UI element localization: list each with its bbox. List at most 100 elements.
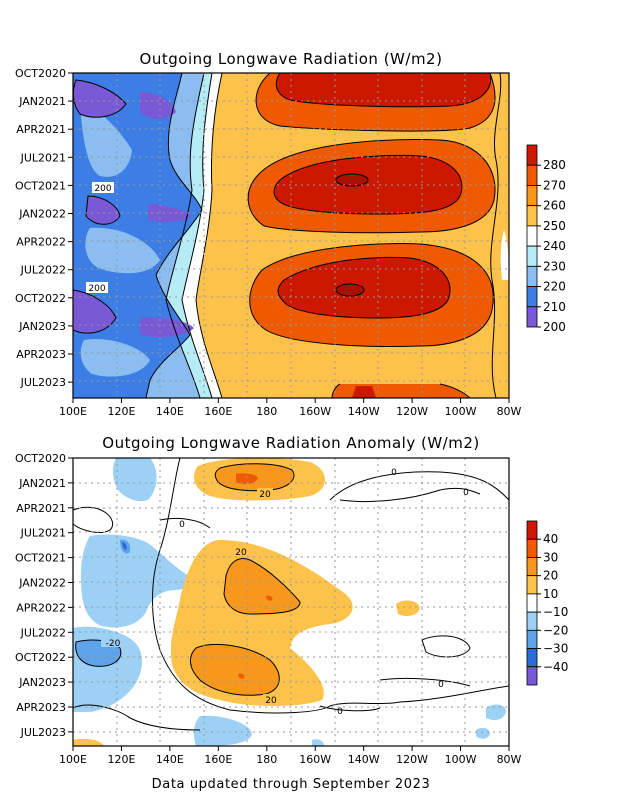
bot-clab-bg-2	[233, 546, 249, 556]
y-tick-label: APR2021	[16, 123, 66, 136]
x-tick-label: 140E	[156, 753, 184, 766]
top-band-east-white	[500, 230, 509, 280]
top-contour-17	[490, 73, 502, 398]
bottom-colorbar: 40 30 20 10 −10 −20 −30 −40	[526, 520, 568, 686]
top-grid	[73, 73, 509, 398]
colorbar-swatch	[526, 205, 538, 227]
y-tick-label: OCT2021	[15, 179, 66, 192]
top-band-purple-6	[140, 317, 194, 338]
y-tick-label: JAN2021	[18, 477, 66, 490]
top-contour-label-1: 200	[94, 184, 111, 194]
y-tick-label: JAN2022	[18, 208, 66, 221]
top-band-purple-3	[86, 196, 120, 225]
bot-neg-7	[312, 739, 324, 746]
top-plot-area: 200 200	[73, 73, 509, 398]
x-tick-label: 160W	[299, 753, 331, 766]
y-tick-label: OCT2020	[15, 67, 66, 80]
top-contour-15	[73, 289, 117, 334]
y-tick-label: OCT2020	[15, 452, 66, 465]
y-tick-label: JUL2021	[20, 151, 66, 164]
x-tick-label: 120E	[107, 405, 135, 418]
x-tick-label: 180	[256, 405, 277, 418]
x-tick-label: 100W	[445, 405, 477, 418]
top-contour-10	[335, 173, 369, 187]
top-contour-7	[249, 243, 494, 347]
y-tick-label: JUL2022	[20, 626, 66, 639]
y-tick-label: OCT2021	[15, 552, 66, 565]
bot-contour-7	[339, 487, 481, 503]
bot-contour-label-7: 0	[179, 520, 185, 530]
x-tick-label: 140W	[348, 405, 380, 418]
colorbar-label: 220	[543, 280, 566, 294]
y-tick-label: JAN2021	[18, 95, 66, 108]
y-tick-label: APR2022	[16, 236, 66, 249]
colorbar-label: −20	[543, 623, 568, 637]
x-tick-label: 180	[256, 753, 277, 766]
bot-contour-6	[329, 471, 509, 501]
x-tick-label: 100W	[445, 753, 477, 766]
y-tick-label: JAN2023	[18, 320, 66, 333]
bot-contour-13	[379, 677, 471, 687]
colorbar-label: −10	[543, 605, 568, 619]
x-tick-label: 160W	[299, 405, 331, 418]
bottom-axes: 100E 120E 140E 160E 180 160W 140W 120W 100W 80W OC…	[15, 452, 522, 766]
x-tick-label: 120E	[107, 753, 135, 766]
bot-contour-9	[421, 635, 471, 658]
y-tick-label: OCT2022	[15, 292, 66, 305]
x-tick-label: 100E	[59, 405, 87, 418]
bot-contour-label-4: -20	[106, 639, 121, 649]
y-tick-label: JAN2022	[18, 577, 66, 590]
bot-neg-dark-3	[122, 542, 127, 550]
y-tick-label: APR2023	[16, 348, 66, 361]
top-contour-label-2: 200	[88, 284, 105, 294]
x-tick-label: 80W	[497, 405, 522, 418]
bot-clab-bg-3	[263, 694, 279, 704]
x-tick-label: 100E	[59, 753, 87, 766]
x-tick-label: 160E	[204, 753, 232, 766]
bottom-grid	[73, 458, 509, 746]
x-tick-label: 120W	[396, 753, 428, 766]
colorbar-label: 280	[543, 158, 566, 172]
top-contour-label-bg-1	[92, 182, 114, 193]
colorbar-label: 20	[543, 569, 558, 583]
top-colorbar: 280 270 260 250 240 230 220 210 200	[526, 144, 566, 334]
bottom-contour-labels: 20 20 20 -20 0 0 0 0 0	[101, 468, 469, 717]
colorbar-label: 240	[543, 239, 566, 253]
bot-contour-label-1: 20	[259, 490, 271, 500]
top-contour-14	[85, 195, 121, 225]
bot-contour-label-3: 20	[265, 696, 277, 706]
top-contour-11	[335, 283, 365, 297]
top-contour-3	[165, 73, 205, 398]
x-tick-label: 160E	[204, 405, 232, 418]
y-tick-label: JUL2022	[20, 264, 66, 277]
top-contour-label-bg-2	[86, 282, 108, 293]
top-band-lightblue-inner	[80, 100, 132, 177]
top-band-lightblue-inner2	[85, 227, 160, 274]
bot-contour-10	[73, 506, 113, 533]
bot-clab-bg-4	[101, 637, 125, 647]
bot-neg-2	[80, 534, 189, 628]
colorbar-label: 270	[543, 178, 566, 192]
top-contour-12	[275, 73, 492, 108]
bottom-contours	[73, 458, 509, 731]
y-tick-label: APR2021	[16, 502, 66, 515]
colorbar-swatch	[526, 611, 538, 631]
y-tick-label: APR2022	[16, 601, 66, 614]
bot-pos-3	[396, 600, 420, 616]
top-contour-2	[195, 73, 223, 398]
bottom-plot-area: 20 20 20 -20 0 0 0 0 0	[73, 458, 509, 746]
top-contour-4	[145, 73, 203, 398]
top-chart-title: Outgoing Longwave Radiation (W/m2)	[140, 50, 443, 68]
top-contour-labels: 200 200	[86, 182, 114, 294]
bot-pos-dark-6	[238, 673, 245, 679]
bot-contour-8	[159, 517, 211, 529]
bot-contour-label-8: 0	[438, 680, 444, 690]
top-contour-6	[247, 138, 496, 234]
top-contour-8	[273, 154, 463, 215]
top-band-purple-1	[73, 80, 126, 118]
colorbar-swatch	[526, 306, 538, 328]
top-band-purple-2	[140, 92, 176, 119]
bot-contour-2	[223, 558, 301, 615]
bot-neg-4	[193, 715, 252, 746]
